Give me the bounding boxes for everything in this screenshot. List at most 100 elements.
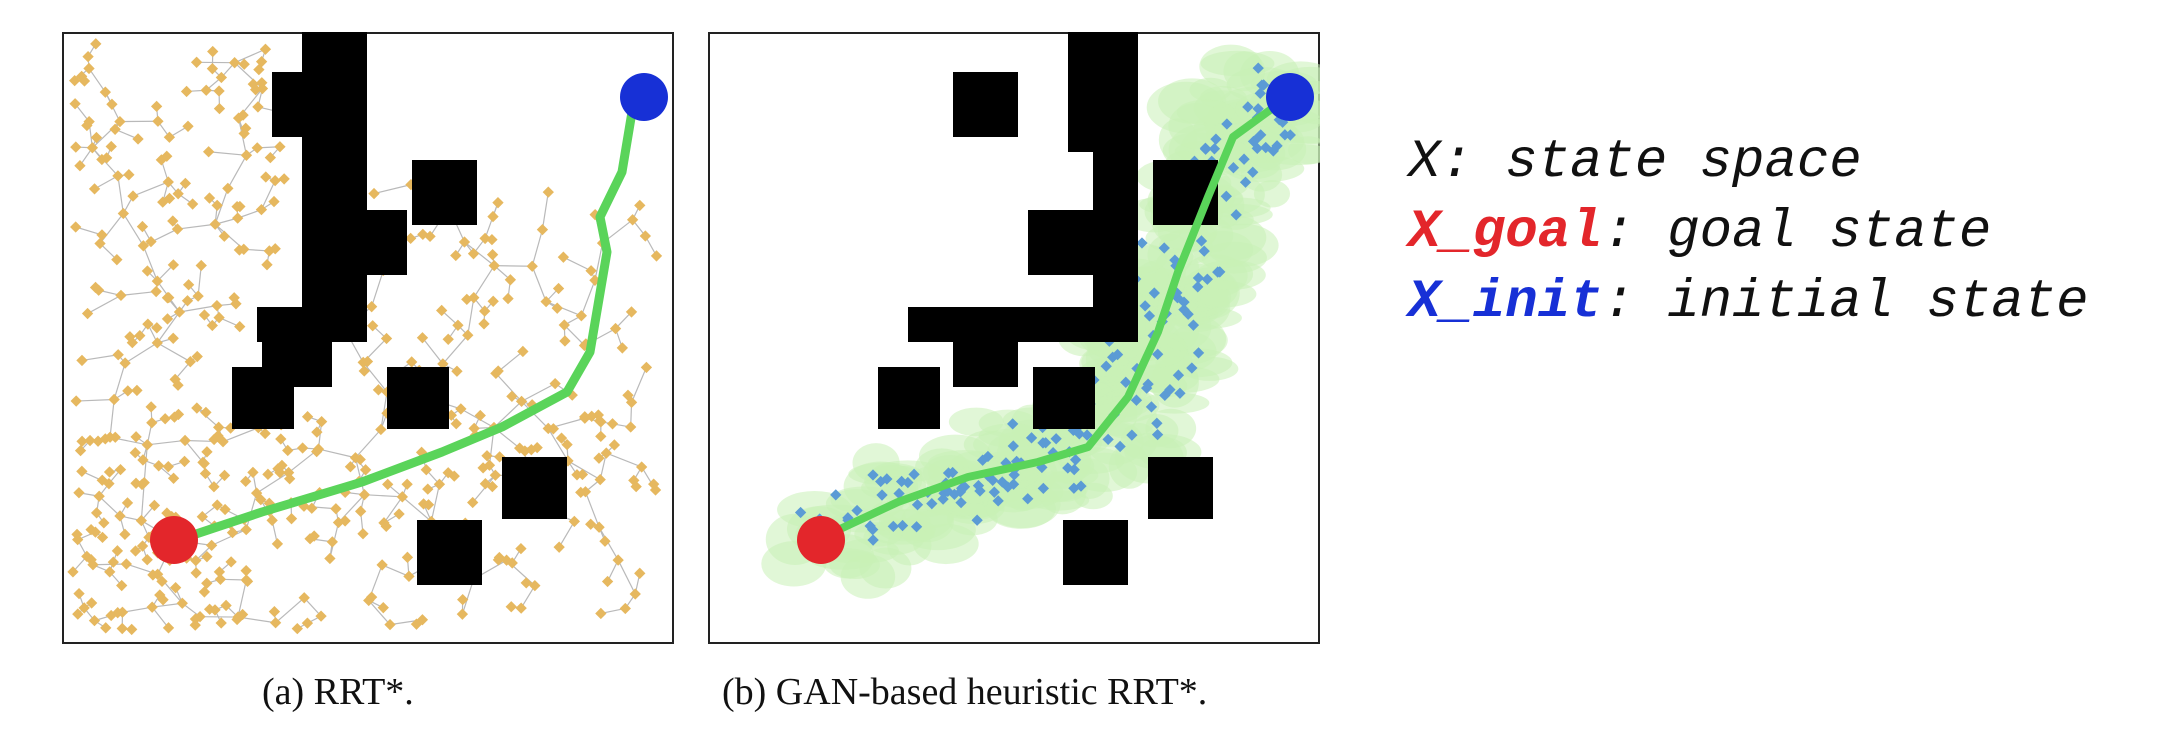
tree-edge xyxy=(260,180,276,210)
tree-node xyxy=(344,461,357,473)
tree-edge xyxy=(152,602,183,608)
tree-node xyxy=(282,444,294,457)
tree-node xyxy=(141,554,153,566)
tree-node xyxy=(634,567,646,579)
heuristic-sample xyxy=(1007,478,1020,490)
tree-edge xyxy=(547,428,569,462)
heuristic-sample xyxy=(1192,272,1205,284)
tree-node xyxy=(298,592,310,604)
tree-node xyxy=(285,513,298,525)
tree-node xyxy=(367,320,379,332)
heuristic-sample xyxy=(1238,153,1250,165)
tree-edge xyxy=(275,597,305,624)
tree-node xyxy=(191,402,203,414)
tree-node xyxy=(240,523,252,536)
heuristic-sample xyxy=(1159,389,1171,402)
tree-node xyxy=(96,531,109,544)
tree-node xyxy=(599,535,611,547)
tree-node xyxy=(553,541,565,553)
tree-edge xyxy=(563,256,592,272)
obstacle xyxy=(1033,367,1095,429)
tree-node xyxy=(467,248,480,260)
tree-edge xyxy=(541,192,549,230)
heuristic-blob xyxy=(1176,99,1236,126)
tree-node xyxy=(520,577,532,589)
tree-node xyxy=(452,319,464,331)
tree-node xyxy=(228,292,240,304)
tree-edge xyxy=(520,585,536,609)
heuristic-sample xyxy=(1007,418,1019,430)
tree-node xyxy=(161,507,173,519)
heuristic-blob xyxy=(777,490,853,529)
tree-node xyxy=(261,259,273,271)
tree-node xyxy=(180,85,193,98)
tree-node xyxy=(190,554,202,567)
tree-node xyxy=(375,423,387,436)
tree-node xyxy=(218,230,230,242)
tree-node xyxy=(422,499,435,511)
tree-node xyxy=(111,545,124,557)
tree-node xyxy=(422,483,434,495)
tree-node xyxy=(240,149,253,161)
tree-node xyxy=(147,569,159,581)
tree-node xyxy=(593,415,606,427)
tree-node xyxy=(251,142,263,154)
tree-node xyxy=(105,140,117,153)
tree-node xyxy=(552,282,565,295)
tree-node xyxy=(311,426,323,438)
tree-edge xyxy=(558,521,575,548)
tree-edge xyxy=(227,155,247,189)
tree-node xyxy=(296,442,309,454)
obstacle xyxy=(232,367,294,429)
legend-symbol: X_goal xyxy=(1408,202,1603,263)
tree-edge xyxy=(318,448,356,459)
tree-edge xyxy=(122,213,144,247)
tree-node xyxy=(171,223,184,235)
tree-node xyxy=(487,295,499,307)
heuristic-sample xyxy=(1254,87,1266,99)
tree-node xyxy=(301,617,314,629)
tree-node xyxy=(377,602,389,614)
tree-edge xyxy=(493,400,522,428)
legend-row-goal: X_goal: goal state xyxy=(1408,198,2089,268)
tree-node xyxy=(215,617,227,629)
tree-edge xyxy=(355,429,382,459)
tree-node xyxy=(401,551,414,563)
tree-node xyxy=(141,265,154,277)
tree-node xyxy=(492,365,504,377)
tree-edge xyxy=(143,444,148,483)
tree-node xyxy=(339,515,351,527)
start-node xyxy=(150,516,198,564)
tree-edge xyxy=(617,559,636,595)
tree-node xyxy=(486,480,499,493)
tree-node xyxy=(558,319,570,331)
tree-node xyxy=(477,462,489,474)
heuristic-sample xyxy=(958,481,970,493)
tree-node xyxy=(146,417,158,429)
tree-edge xyxy=(75,226,103,236)
tree-node xyxy=(455,403,467,415)
tree-edge xyxy=(354,457,365,495)
tree-node xyxy=(478,318,490,330)
tree-node xyxy=(161,150,173,162)
tree-node xyxy=(167,215,179,227)
tree-node xyxy=(650,250,663,262)
tree-node xyxy=(255,203,268,216)
tree-node xyxy=(354,505,367,517)
tree-node xyxy=(184,356,196,368)
tree-node xyxy=(468,422,480,435)
heuristic-sample xyxy=(1220,190,1232,202)
tree-node xyxy=(542,186,554,198)
heuristic-blob xyxy=(1206,197,1271,218)
heuristic-sample xyxy=(976,454,989,466)
tree-node xyxy=(396,491,409,503)
tree-node xyxy=(306,502,318,514)
heuristic-blob xyxy=(1192,280,1257,308)
tree-edge xyxy=(92,563,127,566)
tree-node xyxy=(201,577,213,589)
tree-edge xyxy=(151,606,169,629)
tree-edge xyxy=(179,305,218,313)
tree-node xyxy=(326,536,338,548)
tree-edge xyxy=(401,496,432,522)
tree-node xyxy=(502,292,514,305)
